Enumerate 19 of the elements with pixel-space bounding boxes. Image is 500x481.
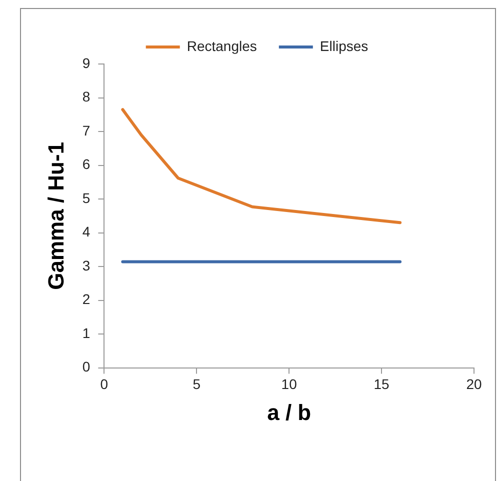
x-tick-label: 15 [374, 376, 390, 392]
x-axis-title: a / b [267, 400, 312, 425]
y-tick-label: 4 [82, 224, 90, 240]
x-tick-label: 5 [192, 376, 201, 392]
x-tick-label: 20 [466, 376, 482, 392]
x-tick-label: 10 [281, 376, 298, 392]
y-tick-label: 7 [82, 122, 90, 138]
x-tick-label: 0 [100, 376, 108, 392]
y-tick-label: 6 [82, 156, 90, 172]
y-tick-label: 3 [82, 257, 90, 274]
y-tick-label: 1 [82, 324, 90, 341]
legend-label: Rectangles [186, 38, 257, 54]
y-tick-label: 5 [82, 190, 90, 206]
y-tick-label: 0 [82, 358, 90, 375]
y-tick-label: 8 [82, 88, 90, 105]
y-tick-label: 9 [82, 54, 90, 71]
legend-label: Ellipses [320, 38, 368, 54]
y-tick-label: 2 [82, 291, 90, 308]
y-axis-title: Gamma / Hu-1 [43, 142, 68, 290]
